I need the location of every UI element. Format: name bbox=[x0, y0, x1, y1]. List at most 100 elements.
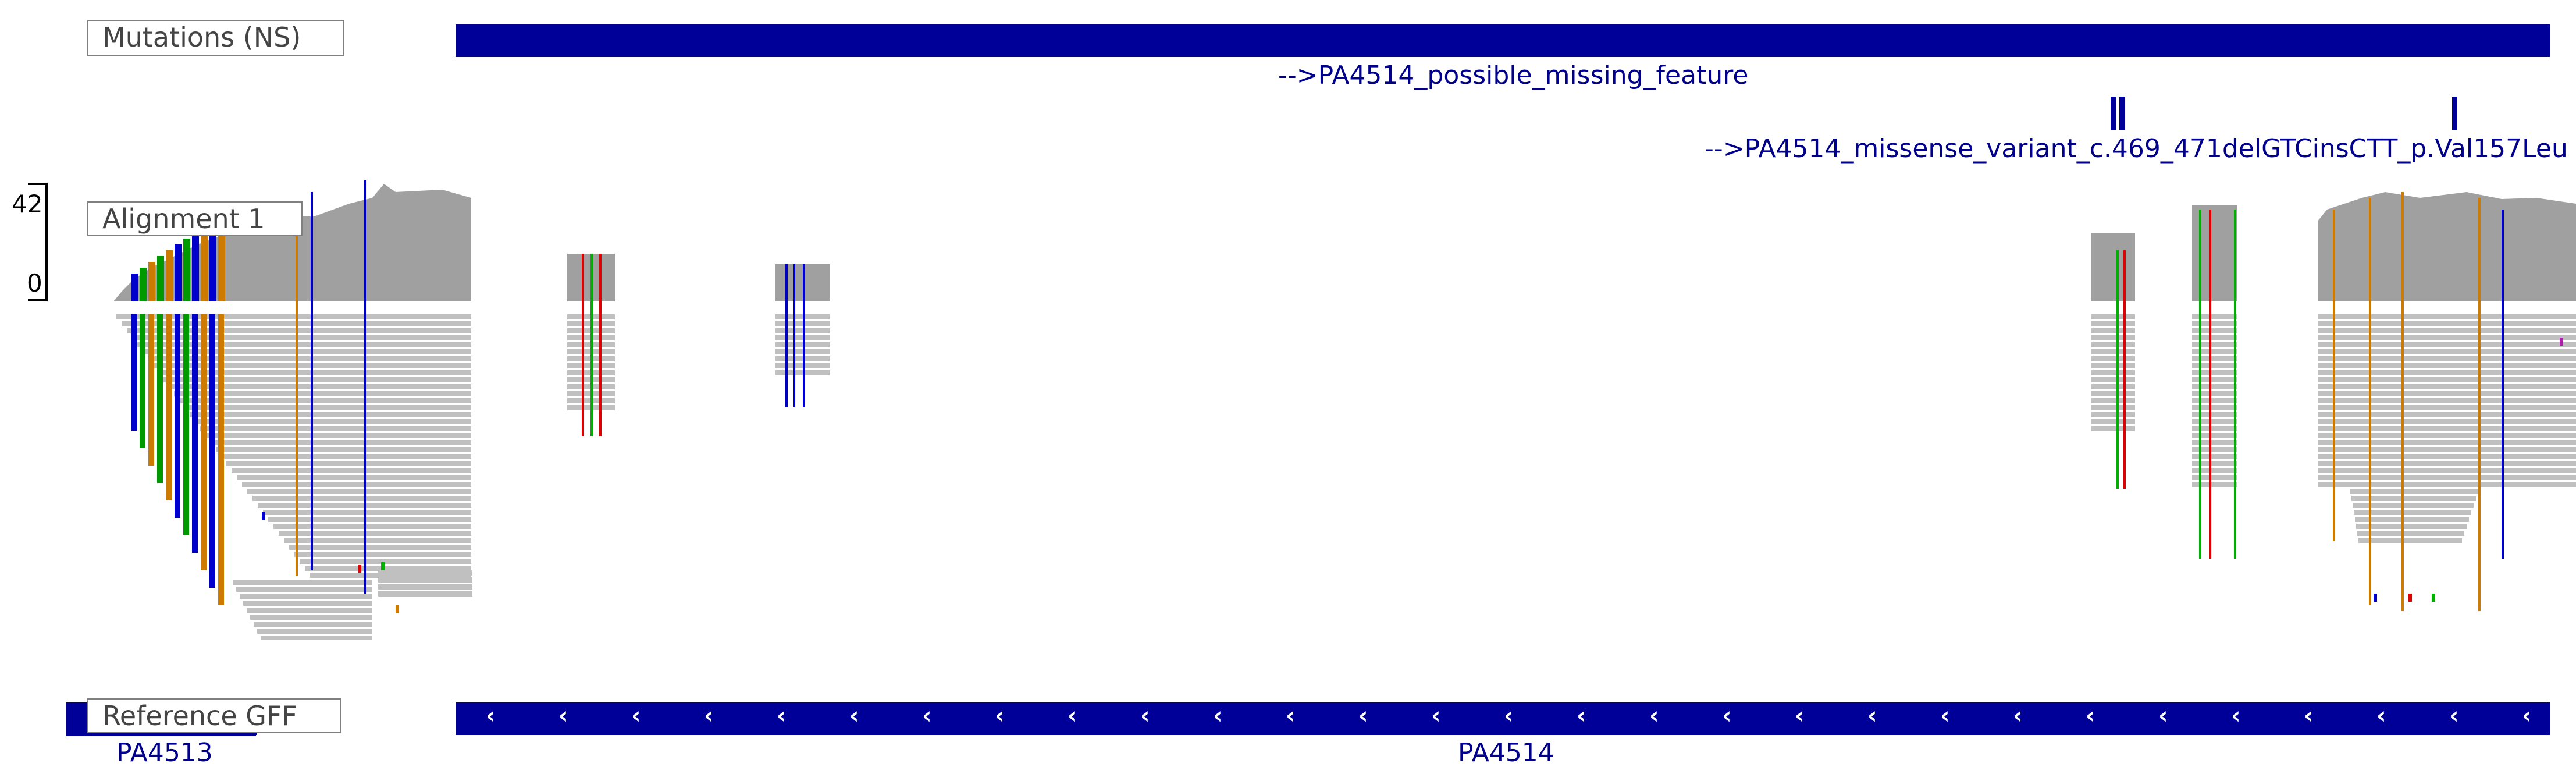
missense-variant-mark[interactable] bbox=[2119, 97, 2125, 130]
strand-arrow-icon: ‹ bbox=[1068, 702, 1077, 729]
read-row bbox=[2318, 454, 2576, 459]
mismatch-column bbox=[364, 180, 366, 594]
alignment-pileup[interactable] bbox=[0, 175, 2576, 640]
read-row bbox=[2091, 405, 2135, 410]
read-row bbox=[2192, 356, 2237, 361]
read-mismatch bbox=[2560, 338, 2563, 346]
read-row bbox=[268, 517, 471, 522]
read-row bbox=[2192, 370, 2237, 375]
coverage-profile bbox=[2192, 205, 2237, 301]
mismatch-column bbox=[599, 254, 602, 436]
read-row bbox=[2192, 398, 2237, 403]
read-row bbox=[211, 440, 471, 445]
mismatch-column bbox=[785, 264, 788, 407]
read-row bbox=[2351, 496, 2476, 501]
read-row bbox=[2318, 398, 2576, 403]
read-row bbox=[2192, 335, 2237, 340]
strand-arrow-icon: ‹ bbox=[1286, 702, 1296, 729]
read-row bbox=[174, 391, 471, 396]
reference-track-label[interactable]: Reference GFF bbox=[87, 698, 341, 733]
coverage-mismatch bbox=[175, 244, 182, 301]
missense-variant-mark[interactable] bbox=[2452, 97, 2457, 130]
alignment-track-label[interactable]: Alignment 1 bbox=[87, 201, 303, 236]
read-row bbox=[158, 370, 471, 375]
read-row bbox=[2192, 461, 2237, 466]
read-row bbox=[2355, 517, 2469, 522]
strand-arrow-icon: ‹ bbox=[1504, 702, 1514, 729]
read-mismatch bbox=[209, 314, 215, 588]
read-row bbox=[2192, 447, 2237, 452]
read-row bbox=[226, 461, 471, 466]
read-row bbox=[2318, 328, 2576, 333]
read-row bbox=[2318, 370, 2576, 375]
read-row bbox=[300, 559, 471, 564]
read-row bbox=[240, 594, 372, 599]
read-row bbox=[2192, 321, 2237, 326]
possible-missing-feature-bar[interactable] bbox=[456, 24, 2550, 57]
mismatch-column bbox=[2116, 250, 2119, 489]
read-row bbox=[2091, 363, 2135, 368]
read-row bbox=[200, 426, 471, 431]
strand-arrow-icon: ‹ bbox=[631, 702, 641, 729]
read-row bbox=[2318, 461, 2576, 466]
mismatch-column bbox=[2123, 250, 2126, 489]
read-row bbox=[190, 412, 471, 417]
gene-pa4513-label: PA4513 bbox=[116, 738, 213, 768]
read-row bbox=[378, 584, 472, 590]
read-row bbox=[148, 356, 471, 361]
read-row bbox=[378, 577, 472, 583]
read-row bbox=[2192, 426, 2237, 431]
read-mismatch bbox=[166, 314, 172, 500]
mutations-track-label[interactable]: Mutations (NS) bbox=[87, 20, 344, 56]
missense-variant-mark[interactable] bbox=[2111, 97, 2116, 130]
read-row bbox=[132, 335, 471, 340]
read-row bbox=[2192, 377, 2237, 382]
coverage-profile bbox=[2091, 233, 2135, 301]
read-row bbox=[2192, 419, 2237, 424]
read-row bbox=[250, 615, 372, 620]
read-row bbox=[775, 321, 830, 326]
coverage-profile bbox=[2318, 192, 2576, 301]
read-row bbox=[163, 377, 471, 382]
read-row bbox=[2318, 349, 2576, 354]
read-mismatch bbox=[201, 314, 207, 570]
read-row bbox=[2192, 405, 2237, 410]
read-mismatch bbox=[218, 314, 224, 605]
read-row bbox=[2192, 349, 2237, 354]
read-row bbox=[378, 570, 472, 576]
read-row bbox=[2357, 531, 2464, 536]
coverage-mismatch bbox=[131, 274, 138, 301]
read-row bbox=[184, 405, 471, 410]
read-row bbox=[2318, 363, 2576, 368]
mismatch-column bbox=[2234, 210, 2236, 559]
read-mismatch bbox=[358, 565, 361, 573]
read-row bbox=[279, 531, 471, 536]
read-row bbox=[2091, 398, 2135, 403]
coverage-mismatch bbox=[140, 268, 147, 301]
read-row bbox=[137, 342, 471, 347]
read-row bbox=[2318, 433, 2576, 438]
strand-arrow-icon: ‹ bbox=[704, 702, 714, 729]
read-row bbox=[2192, 328, 2237, 333]
read-row bbox=[263, 510, 471, 515]
read-row bbox=[2318, 447, 2576, 452]
read-row bbox=[2318, 419, 2576, 424]
read-row bbox=[775, 363, 830, 368]
mismatch-column bbox=[793, 264, 795, 407]
strand-arrow-icon: ‹ bbox=[1358, 702, 1368, 729]
read-row bbox=[254, 622, 372, 627]
gene-pa4514-bar[interactable] bbox=[456, 702, 2550, 735]
read-row bbox=[2356, 524, 2467, 529]
read-row bbox=[2091, 391, 2135, 396]
read-mismatch bbox=[140, 314, 145, 448]
strand-arrow-icon: ‹ bbox=[2013, 702, 2023, 729]
read-row bbox=[2192, 314, 2237, 320]
strand-arrow-icon: ‹ bbox=[1795, 702, 1805, 729]
strand-arrow-icon: ‹ bbox=[558, 702, 568, 729]
read-row bbox=[2192, 342, 2237, 347]
coverage-mismatch bbox=[192, 233, 199, 301]
read-row bbox=[2192, 475, 2237, 480]
read-row bbox=[2318, 314, 2576, 320]
gene-pa4513-underline bbox=[66, 734, 256, 736]
strand-arrow-icon: ‹ bbox=[849, 702, 859, 729]
